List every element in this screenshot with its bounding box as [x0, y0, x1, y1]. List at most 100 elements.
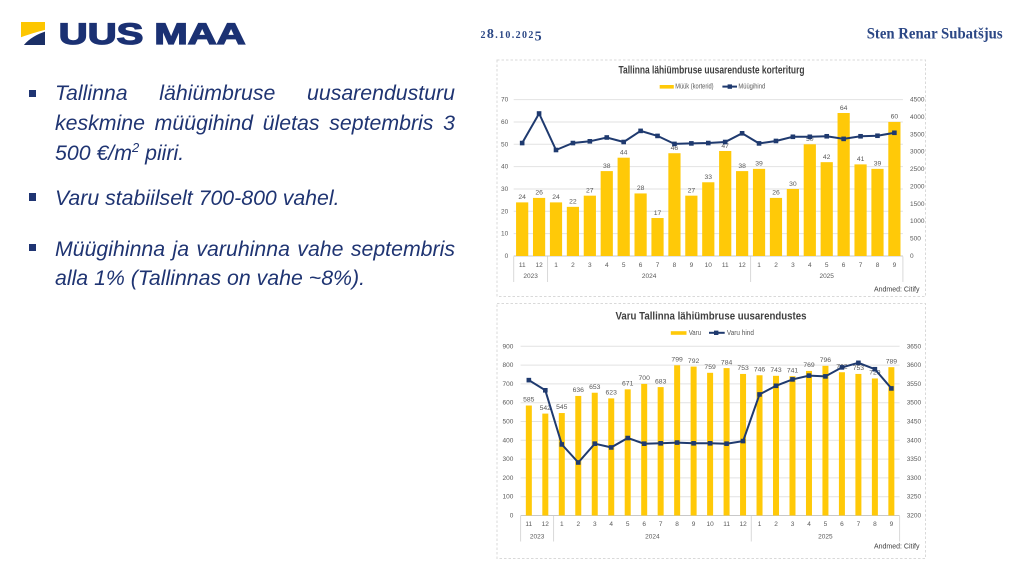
svg-text:6: 6 [639, 262, 643, 269]
svg-text:653: 653 [589, 384, 601, 391]
svg-text:8: 8 [873, 521, 877, 528]
svg-text:3200: 3200 [907, 513, 922, 520]
svg-text:11: 11 [525, 521, 532, 528]
svg-text:UUS MAA: UUS MAA [59, 18, 246, 51]
svg-text:8: 8 [876, 262, 880, 269]
svg-text:0: 0 [910, 253, 914, 260]
svg-text:7: 7 [656, 262, 660, 269]
svg-text:5: 5 [825, 262, 829, 269]
svg-text:545: 545 [556, 404, 568, 411]
svg-text:5: 5 [824, 521, 828, 528]
svg-text:671: 671 [622, 381, 634, 388]
svg-text:1500: 1500 [910, 201, 925, 208]
svg-text:4: 4 [808, 262, 812, 269]
svg-text:Varu Tallinna lähiümbruse uusa: Varu Tallinna lähiümbruse uusarendustes [616, 311, 807, 323]
svg-text:600: 600 [503, 400, 514, 407]
svg-text:4: 4 [609, 521, 613, 528]
svg-text:0: 0 [505, 253, 509, 260]
svg-text:784: 784 [721, 359, 733, 366]
svg-text:400: 400 [503, 437, 514, 444]
svg-text:2025: 2025 [818, 533, 833, 540]
svg-text:700: 700 [639, 375, 651, 382]
svg-text:27: 27 [688, 188, 696, 195]
svg-text:2023: 2023 [523, 273, 538, 280]
svg-text:5: 5 [622, 262, 626, 269]
svg-text:Varu hind: Varu hind [727, 330, 754, 337]
svg-text:3550: 3550 [907, 381, 922, 388]
svg-text:2024: 2024 [642, 273, 657, 280]
svg-text:2025: 2025 [819, 273, 834, 280]
svg-text:22: 22 [569, 199, 577, 206]
svg-text:64: 64 [840, 105, 848, 112]
svg-text:40: 40 [501, 164, 509, 171]
svg-text:500: 500 [503, 419, 514, 426]
svg-text:12: 12 [738, 262, 746, 269]
svg-text:3250: 3250 [907, 494, 922, 501]
svg-text:12: 12 [739, 521, 747, 528]
svg-text:3: 3 [791, 262, 795, 269]
svg-text:1: 1 [560, 521, 564, 528]
svg-text:24: 24 [518, 194, 526, 201]
svg-text:50: 50 [501, 141, 509, 148]
svg-text:2000: 2000 [910, 184, 925, 191]
svg-text:1: 1 [758, 521, 762, 528]
svg-text:2: 2 [774, 521, 778, 528]
svg-text:11: 11 [722, 262, 729, 269]
svg-text:26: 26 [772, 190, 780, 197]
svg-text:3: 3 [791, 521, 795, 528]
svg-text:700: 700 [503, 381, 514, 388]
svg-text:12: 12 [535, 262, 543, 269]
svg-text:39: 39 [755, 161, 763, 168]
svg-text:7: 7 [659, 521, 663, 528]
svg-text:2: 2 [576, 521, 580, 528]
svg-text:12: 12 [542, 521, 550, 528]
svg-text:7: 7 [859, 262, 863, 269]
svg-text:46: 46 [671, 145, 679, 152]
svg-text:6: 6 [842, 262, 846, 269]
svg-text:4: 4 [605, 262, 609, 269]
svg-text:6: 6 [840, 521, 844, 528]
svg-text:3600: 3600 [907, 362, 922, 369]
svg-text:27: 27 [586, 188, 594, 195]
svg-text:28: 28 [637, 185, 645, 192]
svg-text:3: 3 [588, 262, 592, 269]
svg-text:3300: 3300 [907, 475, 922, 482]
svg-text:Tallinna lähiümbruse uusarendu: Tallinna lähiümbruse uusarenduste korter… [619, 64, 805, 76]
svg-text:800: 800 [503, 362, 514, 369]
svg-text:50: 50 [806, 136, 814, 143]
svg-text:60: 60 [501, 119, 509, 126]
svg-text:753: 753 [853, 365, 865, 372]
svg-text:Sten Renar Subatšjus: Sten Renar Subatšjus [867, 25, 1003, 42]
svg-text:796: 796 [820, 357, 832, 364]
svg-text:8: 8 [673, 262, 677, 269]
svg-text:759: 759 [704, 364, 716, 371]
svg-text:9: 9 [893, 262, 897, 269]
svg-text:200: 200 [503, 475, 514, 482]
svg-text:2: 2 [571, 262, 575, 269]
svg-text:3650: 3650 [907, 343, 922, 350]
svg-text:30: 30 [501, 186, 509, 193]
svg-text:11: 11 [723, 521, 730, 528]
svg-text:1: 1 [757, 262, 761, 269]
svg-text:4500: 4500 [910, 97, 925, 104]
svg-text:9: 9 [690, 262, 694, 269]
svg-text:26: 26 [535, 190, 543, 197]
svg-text:746: 746 [754, 367, 766, 374]
svg-text:10: 10 [705, 262, 713, 269]
svg-text:0: 0 [510, 513, 514, 520]
svg-text:100: 100 [503, 494, 514, 501]
svg-text:3350: 3350 [907, 456, 922, 463]
svg-text:4: 4 [807, 521, 811, 528]
svg-text:33: 33 [705, 174, 713, 181]
svg-text:70: 70 [501, 97, 509, 104]
svg-text:28.10.2025: 28.10.2025 [481, 27, 544, 45]
svg-text:Müük (korterid): Müük (korterid) [675, 84, 713, 91]
svg-text:683: 683 [655, 378, 667, 385]
svg-text:38: 38 [603, 163, 611, 170]
svg-text:44: 44 [620, 150, 628, 157]
svg-text:900: 900 [503, 343, 514, 350]
svg-text:8: 8 [675, 521, 679, 528]
svg-text:Varu: Varu [689, 330, 701, 337]
svg-text:1000: 1000 [910, 218, 925, 225]
svg-text:11: 11 [519, 262, 526, 269]
